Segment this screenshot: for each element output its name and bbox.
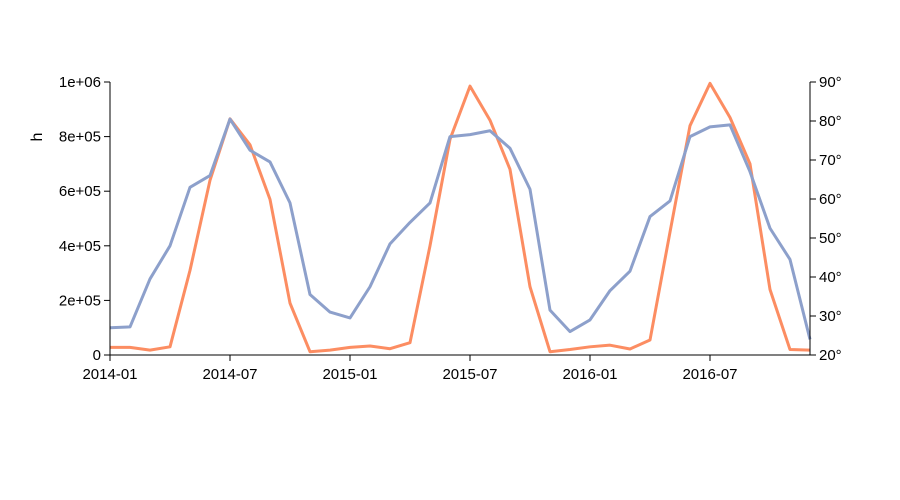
right-y-tick: 50° [810,230,842,247]
left-y-axis-label: h [29,133,46,142]
right-y-tick-label: 80° [819,113,842,130]
right-y-tick-label: 70° [819,152,842,169]
right-y-tick-label: 90° [819,74,842,91]
left-y-tick-label: 0 [93,347,101,364]
right-y-tick: 30° [810,308,842,325]
right-y-tick: 20° [810,347,842,364]
x-tick-label: 2015-01 [322,366,377,383]
right-y-tick-label: 30° [819,308,842,325]
left-y-tick-label: 1e+06 [59,74,101,91]
x-tick: 2016-07 [682,355,738,383]
left-y-tick: 4e+05 [59,238,110,255]
series-line-right-axis [109,117,812,340]
left-y-tick: 6e+05 [59,183,110,200]
plot-area [109,81,812,354]
x-tick-label: 2016-07 [682,366,737,383]
right-y-tick: 40° [810,269,842,286]
x-tick: 2016-01 [562,355,618,383]
right-y-tick: 90° [810,74,842,91]
left-y-tick-label: 2e+05 [59,292,101,309]
x-tick: 2014-07 [202,355,258,383]
x-tick-label: 2014-01 [82,366,137,383]
series-layer [109,81,812,354]
right-y-tick: 80° [810,113,842,130]
right-y-axis: 20° 30° 40° 50° 60° 70° 80° 90° [809,74,842,364]
right-y-tick: 70° [810,152,842,169]
x-tick-label: 2014-07 [202,366,257,383]
right-y-tick-label: 60° [819,191,842,208]
series-line-left-axis [110,81,811,354]
left-y-tick: 2e+05 [59,292,110,309]
x-axis: 2014-01 2014-07 2015-01 2015-07 2016-01 2016-… [82,354,810,383]
left-y-tick-label: 6e+05 [59,183,101,200]
x-tick: 2015-07 [442,355,498,383]
x-tick: 2014-01 [82,355,138,383]
right-y-tick-label: 40° [819,269,842,286]
left-y-tick: 8e+05 [59,129,110,146]
right-y-tick-label: 50° [819,230,842,247]
x-tick-label: 2016-01 [562,366,617,383]
x-tick-label: 2015-07 [442,366,497,383]
left-y-tick-label: 8e+05 [59,129,101,146]
left-y-axis: 0 2e+05 4e+05 6e+05 8e+05 1e+06 [59,74,111,364]
left-y-tick: 1e+06 [59,74,110,91]
left-y-tick-label: 4e+05 [59,238,101,255]
right-y-tick: 60° [810,191,842,208]
right-y-tick-label: 20° [819,347,842,364]
left-y-tick: 0 [93,347,110,364]
x-tick: 2015-01 [322,355,378,383]
